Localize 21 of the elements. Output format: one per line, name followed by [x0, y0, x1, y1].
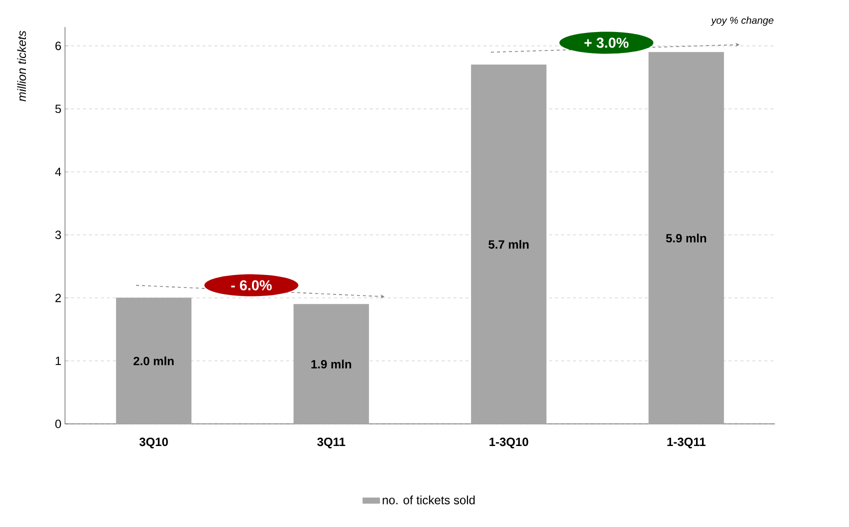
y-tick-label: 2: [55, 294, 61, 302]
y-tick-label: 6: [55, 42, 61, 50]
data-label: 5.9 mln: [666, 234, 706, 242]
y-tick-label: 1: [56, 356, 61, 366]
annotation: + 3.0%: [584, 38, 629, 48]
legend-label: no. of tickets sold: [382, 496, 475, 504]
bar: [471, 64, 546, 424]
y-tick-label: 3: [55, 230, 61, 240]
data-label: 2.0 mln: [134, 356, 174, 366]
y-axis-title: million tickets: [17, 30, 26, 102]
data-label: 5.7 mln: [488, 240, 529, 249]
data-label: 1.9 mln: [311, 360, 352, 368]
annotation: - 6.0%: [231, 280, 272, 290]
y-tick-label: 5: [55, 104, 61, 114]
x-tick-label: 3Q10: [139, 438, 168, 448]
y-tick-label: 0: [55, 420, 62, 428]
x-tick-label: 1-3Q10: [490, 438, 528, 448]
y-tick-label: 4: [55, 168, 62, 176]
text: yoy % change: [710, 16, 774, 26]
x-tick-label: 3Q11: [317, 438, 346, 448]
x-tick-label: 1-3Q11: [667, 438, 706, 448]
